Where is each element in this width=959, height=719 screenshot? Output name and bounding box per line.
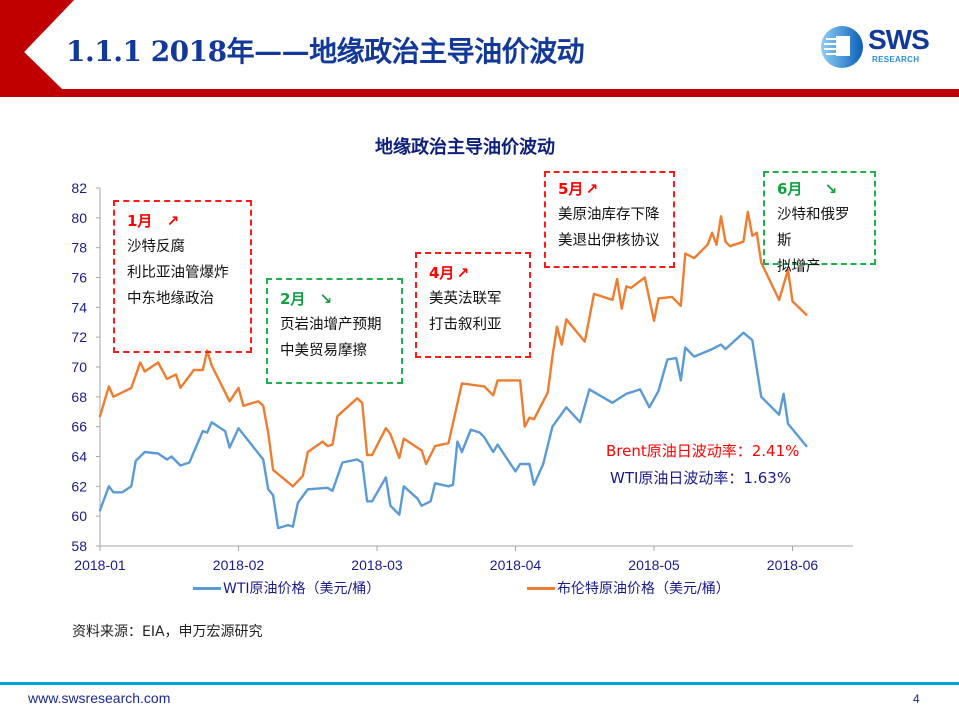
annotation-line: 页岩油增产预期 xyxy=(280,317,382,333)
legend-swatch-wti xyxy=(193,586,221,590)
annotation-jun: 6月 ↘ 沙特和俄罗斯 拟增产 xyxy=(763,171,876,275)
arrow-down-right-icon: ↘ xyxy=(319,290,333,308)
y-tick-label: 68 xyxy=(71,389,87,405)
wti-price-line xyxy=(98,331,808,530)
y-tick-label: 80 xyxy=(71,210,87,226)
annotation-month: 2月 xyxy=(280,290,306,308)
y-tick-label: 58 xyxy=(71,538,87,554)
y-tick-label: 74 xyxy=(71,299,87,315)
annotation-line: 美英法联军 xyxy=(429,291,502,307)
annotation-line: 拟增产 xyxy=(777,259,821,275)
annotation-jan: 1月 ↗ 沙特反腐 利比亚油管爆炸 中东地缘政治 xyxy=(113,200,252,353)
y-tick-label: 76 xyxy=(71,270,87,286)
x-tick-label: 2018-01 xyxy=(74,557,126,573)
x-tick-label: 2018-02 xyxy=(213,557,265,573)
y-tick-label: 82 xyxy=(71,180,87,196)
footer-divider xyxy=(0,682,959,685)
legend-label-brent: 布伦特原油价格（美元/桶） xyxy=(557,581,730,597)
arrow-down-right-icon: ↘ xyxy=(824,180,838,198)
arrow-up-right-icon: ↗ xyxy=(166,212,180,230)
brent-volatility: Brent原油日波动率：2.41% xyxy=(606,442,800,460)
annotation-feb: 2月 ↘ 页岩油增产预期 中美贸易摩擦 xyxy=(266,278,403,384)
annotation-month: 5月 xyxy=(558,180,584,198)
annotation-may: 5月 ↗ 美原油库存下降 美退出伊核协议 xyxy=(544,171,675,268)
annotation-line: 沙特和俄罗斯 xyxy=(777,207,850,249)
annotation-line: 沙特反腐 xyxy=(127,239,185,255)
annotation-line: 美退出伊核协议 xyxy=(558,233,660,249)
y-tick-label: 78 xyxy=(71,240,87,256)
y-tick-label: 66 xyxy=(71,419,87,435)
x-tick-label: 2018-04 xyxy=(490,557,542,573)
annotation-apr: 4月 ↗ 美英法联军 打击叙利亚 xyxy=(415,252,531,358)
footer-website-link[interactable]: www.swsresearch.com xyxy=(28,690,171,706)
annotation-line: 打击叙利亚 xyxy=(429,317,502,333)
annotation-month: 1月 xyxy=(127,212,153,230)
annotation-line: 中美贸易摩擦 xyxy=(280,343,367,359)
y-tick-label: 72 xyxy=(71,329,87,345)
legend-brent: 布伦特原油价格（美元/桶） xyxy=(527,578,730,598)
source-note: 资料来源：EIA，申万宏源研究 xyxy=(72,624,263,640)
y-tick-label: 64 xyxy=(71,449,87,465)
logo-subtext: RESEARCH xyxy=(872,55,920,64)
y-tick-label: 70 xyxy=(71,359,87,375)
wti-volatility: WTI原油日波动率：1.63% xyxy=(610,469,792,487)
y-tick-label: 62 xyxy=(71,478,87,494)
header-banner xyxy=(0,0,959,97)
annotation-line: 中东地缘政治 xyxy=(127,291,214,307)
page-title: 1.1.1 2018年——地缘政治主导油价波动 xyxy=(66,35,585,68)
arrow-up-right-icon: ↗ xyxy=(456,264,470,282)
x-tick-label: 2018-03 xyxy=(351,557,403,573)
chart-title: 地缘政治主导油价波动 xyxy=(375,137,555,158)
legend-wti: WTI原油价格（美元/桶） xyxy=(193,578,380,598)
annotation-line: 美原油库存下降 xyxy=(558,207,660,223)
legend-label-wti: WTI原油价格（美元/桶） xyxy=(223,581,381,597)
sws-logo-icon xyxy=(821,26,863,68)
brent-price-line xyxy=(98,210,808,488)
x-tick-label: 2018-05 xyxy=(628,557,680,573)
annotation-line: 利比亚油管爆炸 xyxy=(127,265,229,281)
page-number: 4 xyxy=(913,692,920,706)
y-tick-label: 60 xyxy=(71,508,87,524)
annotation-month: 4月 xyxy=(429,264,455,282)
x-tick-label: 2018-06 xyxy=(767,557,819,573)
annotation-month: 6月 xyxy=(777,180,803,198)
header-chevron-left xyxy=(0,0,74,89)
logo-text: SWS xyxy=(868,24,930,55)
legend-swatch-brent xyxy=(527,586,555,590)
arrow-up-right-icon: ↗ xyxy=(585,180,599,198)
